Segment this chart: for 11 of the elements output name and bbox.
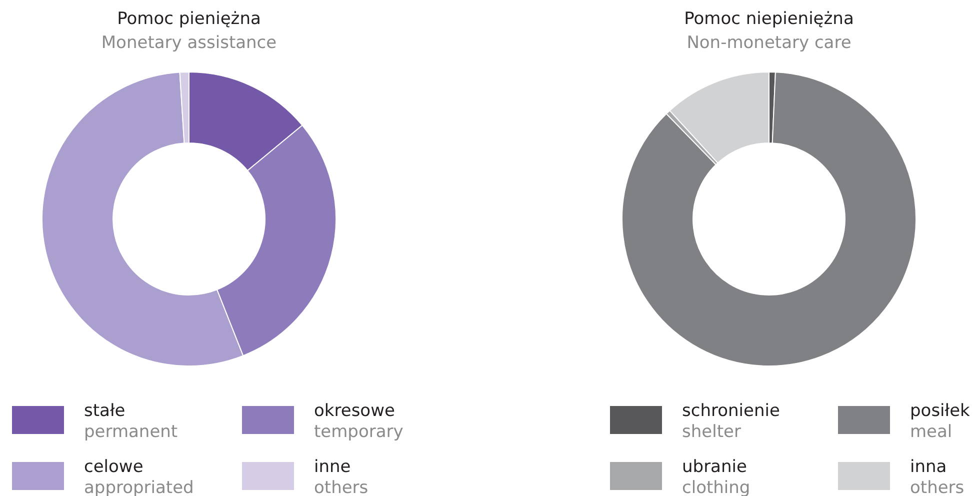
chart-subtitle: Non-monetary care (686, 33, 852, 53)
legend-label: posiłek meal (910, 401, 970, 442)
chart-title: Pomoc pieniężna (117, 9, 261, 29)
legend-label: inna others (910, 457, 964, 496)
chart-subtitle: Monetary assistance (101, 33, 277, 53)
legend-label: inne others (314, 457, 368, 496)
legend-label: okresowe temporary (314, 401, 404, 442)
legend-label: schronienie shelter (682, 401, 780, 442)
chart-title: Pomoc niepieniężna (684, 9, 854, 29)
legend-label: stałe permanent (84, 401, 178, 442)
donut-slice (622, 72, 916, 366)
